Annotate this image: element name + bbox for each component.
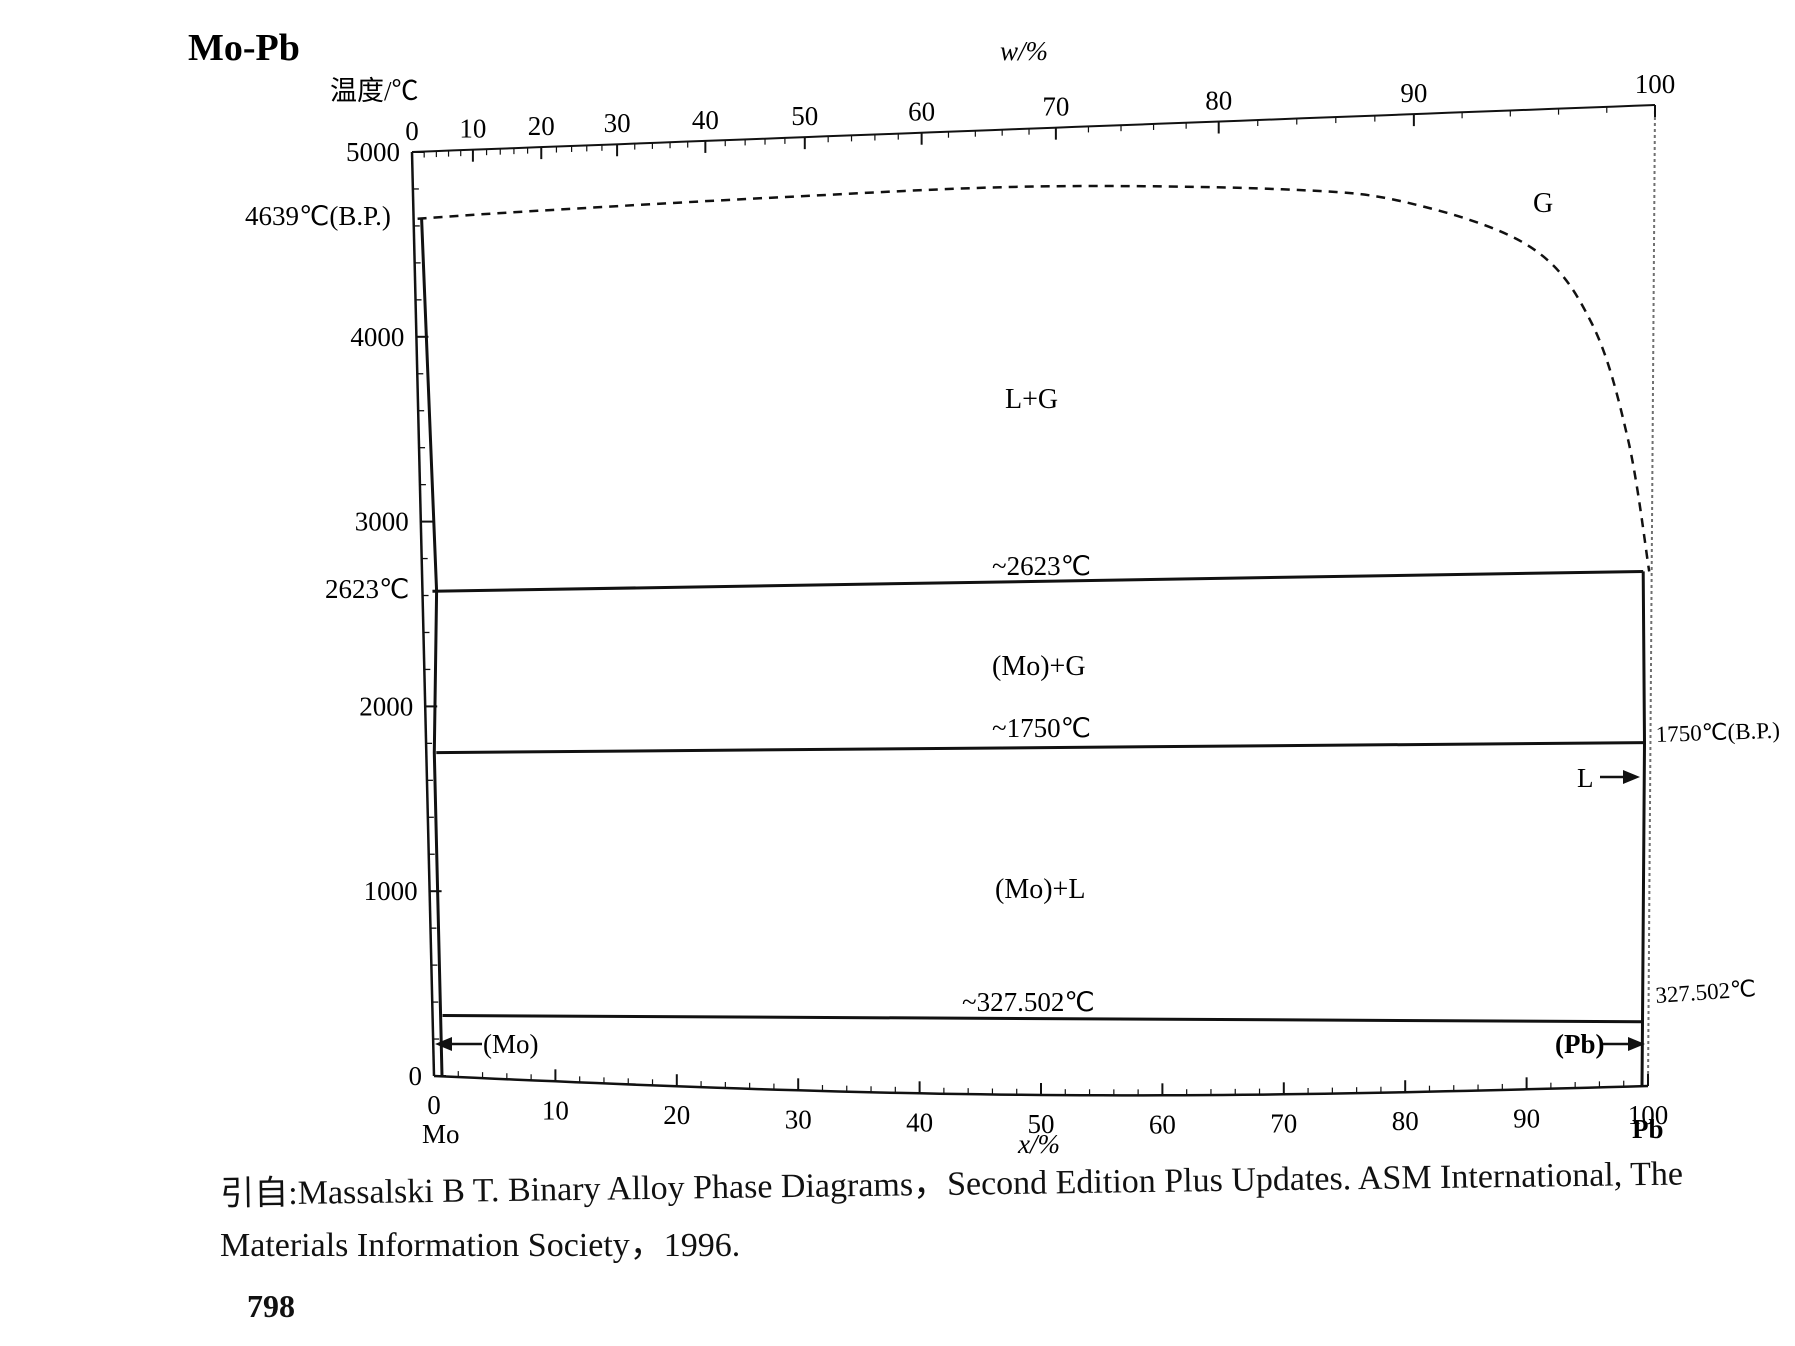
- plot-frame: [410, 104, 1656, 1097]
- y-tick-label: 4000: [350, 322, 404, 352]
- bottom-tick-label: 10: [542, 1095, 569, 1125]
- mo-solidus-line: [420, 218, 444, 1077]
- bottom-tick-label: 50: [1028, 1109, 1055, 1139]
- isotherm-label-327: ~327.502℃: [962, 987, 1095, 1017]
- top-axis-label: w/%: [1000, 36, 1048, 66]
- mo-solid-arrow: [435, 1037, 482, 1051]
- bottom-tick-label: 70: [1270, 1108, 1297, 1138]
- bottom-tick-label: 0: [427, 1090, 441, 1120]
- left-axis-line: [410, 151, 436, 1077]
- pb-liquidus-line: [1640, 571, 1647, 1087]
- region-mo-liquid: (Mo)+L: [995, 874, 1085, 905]
- pb-boiling-point-label: 1750℃(B.P.): [1655, 718, 1780, 747]
- top-tick-label: 40: [692, 105, 719, 135]
- bottom-axis-ticks: 0 10 20 30 40 50 60 70 80 90 100: [427, 1064, 1668, 1139]
- isotherm-line: [442, 1013, 1643, 1024]
- right-axis-line: [1647, 104, 1656, 1087]
- citation-line-2: Materials Information Society，1996.: [220, 1227, 741, 1264]
- y-tick-label: 2000: [359, 691, 413, 721]
- element-mo-label: Mo: [422, 1119, 460, 1149]
- top-tick-label: 80: [1205, 85, 1232, 115]
- element-pb-label: Pb: [1632, 1114, 1664, 1144]
- mo-2623-label: 2623℃: [325, 574, 409, 604]
- y-tick-label: 5000: [346, 137, 400, 167]
- top-tick-label: 10: [459, 114, 486, 144]
- bottom-tick-label: 100: [1628, 1100, 1669, 1130]
- mo-boiling-point-label: 4639℃(B.P.): [245, 201, 391, 231]
- region-liquid-gas: L+G: [1005, 384, 1058, 415]
- top-tick-label: 50: [791, 101, 818, 131]
- pb-melting-point-label: 327.502℃: [1655, 976, 1757, 1008]
- pb-solid-label: (Pb): [1555, 1029, 1605, 1059]
- top-axis-line: [411, 104, 1656, 153]
- bottom-tick-label: 20: [663, 1100, 690, 1130]
- top-tick-label: 70: [1042, 92, 1069, 122]
- y-axis-label: 温度/℃: [330, 76, 419, 106]
- phase-boundaries: [417, 184, 1651, 1087]
- isotherm-label-1750: ~1750℃: [992, 713, 1091, 743]
- top-tick-label: 90: [1400, 78, 1427, 108]
- pb-solid-arrow: [1603, 1037, 1645, 1051]
- top-tick-label: 30: [604, 108, 631, 138]
- diagram-title: Mo-Pb: [188, 27, 300, 69]
- y-tick-label: 1000: [364, 876, 418, 906]
- gas-boundary-dashed: [417, 184, 1651, 572]
- mo-solid-label: (Mo): [483, 1029, 539, 1059]
- bottom-tick-label: 40: [906, 1107, 933, 1137]
- top-tick-label: 0: [405, 116, 419, 146]
- top-tick-label: 100: [1635, 69, 1676, 99]
- bottom-tick-label: 60: [1149, 1109, 1176, 1139]
- top-tick-label: 60: [908, 97, 935, 127]
- top-tick-label: 20: [528, 111, 555, 141]
- y-tick-label: 3000: [355, 507, 409, 537]
- liquid-label: L: [1577, 763, 1594, 793]
- bottom-axis-label: x/%: [1017, 1129, 1060, 1159]
- bottom-tick-label: 90: [1513, 1103, 1540, 1133]
- liquid-arrow: [1600, 770, 1640, 784]
- isotherm-line: [432, 569, 1644, 593]
- top-axis-ticks: 0 10 20 30 40 50 60 70 80 90 100: [405, 69, 1675, 164]
- page-number: 798: [247, 1288, 295, 1324]
- bottom-tick-label: 80: [1392, 1106, 1419, 1136]
- region-gas: G: [1533, 188, 1553, 219]
- bottom-tick-label: 30: [785, 1104, 812, 1134]
- isotherm-line: [436, 741, 1645, 755]
- isotherm-label-2623: ~2623℃: [992, 551, 1091, 581]
- y-tick-label: 0: [409, 1061, 423, 1091]
- region-mo-gas: (Mo)+G: [992, 651, 1086, 682]
